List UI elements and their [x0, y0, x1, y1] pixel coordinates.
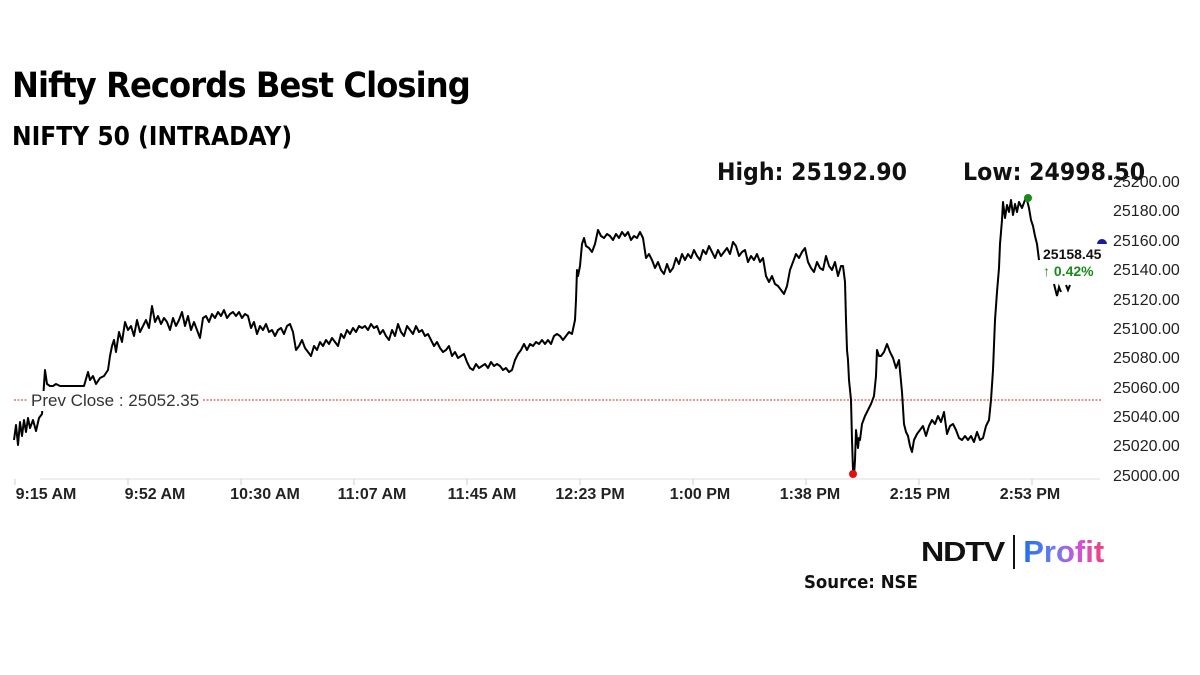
- ndtv-profit-logo: NDTV Profit: [921, 534, 1104, 570]
- x-tick-label: 1:00 PM: [669, 486, 731, 503]
- x-tick-label: 9:15 AM: [15, 486, 77, 503]
- last-price-label: 25158.45: [1043, 246, 1102, 262]
- chart-title: Nifty Records Best Closing: [12, 66, 471, 106]
- x-tick-label: 10:30 AM: [230, 486, 300, 503]
- day-high-marker: [1024, 194, 1032, 202]
- y-tick-label: 25200.00: [1113, 174, 1180, 191]
- y-tick-label: 25100.00: [1113, 321, 1180, 338]
- day-low-marker: [849, 470, 857, 478]
- price-line: [13, 199, 1040, 477]
- y-tick-label: 25180.00: [1113, 203, 1180, 220]
- chart-subtitle: NIFTY 50 (INTRADAY): [12, 122, 293, 152]
- price-line-tail: [1053, 283, 1062, 297]
- x-tick-label: 11:07 AM: [337, 486, 407, 503]
- y-tick-label: 25120.00: [1113, 292, 1180, 309]
- logo-ndtv-text: NDTV: [921, 536, 1005, 567]
- logo-divider: [1013, 535, 1016, 569]
- logo-profit-text: Profit: [1023, 534, 1105, 569]
- x-tick-label: 12:23 PM: [555, 486, 625, 503]
- y-tick-label: 25080.00: [1113, 350, 1180, 367]
- day-high-label: High: 25192.90: [717, 158, 908, 186]
- x-axis-ticks: [14, 479, 1033, 485]
- price-line-tail-2: [1065, 284, 1071, 293]
- source-label: Source: NSE: [804, 572, 918, 593]
- x-tick-label: 2:53 PM: [999, 486, 1061, 503]
- y-tick-label: 25040.00: [1113, 409, 1180, 426]
- y-tick-label: 25000.00: [1113, 468, 1180, 485]
- last-change-label: ↑ 0.42%: [1043, 263, 1094, 279]
- day-low-label: Low: 24998.50: [963, 158, 1146, 186]
- y-tick-label: 25060.00: [1113, 380, 1180, 397]
- y-tick-label: 25160.00: [1113, 233, 1180, 250]
- x-tick-label: 11:45 AM: [447, 486, 517, 503]
- x-tick-label: 2:15 PM: [889, 486, 951, 503]
- prev-close-label: Prev Close : 25052.35: [28, 391, 203, 411]
- last-price-marker: [1097, 239, 1107, 244]
- y-tick-label: 25020.00: [1113, 438, 1180, 455]
- x-tick-label: 9:52 AM: [124, 486, 186, 503]
- y-tick-label: 25140.00: [1113, 262, 1180, 279]
- x-tick-label: 1:38 PM: [779, 486, 841, 503]
